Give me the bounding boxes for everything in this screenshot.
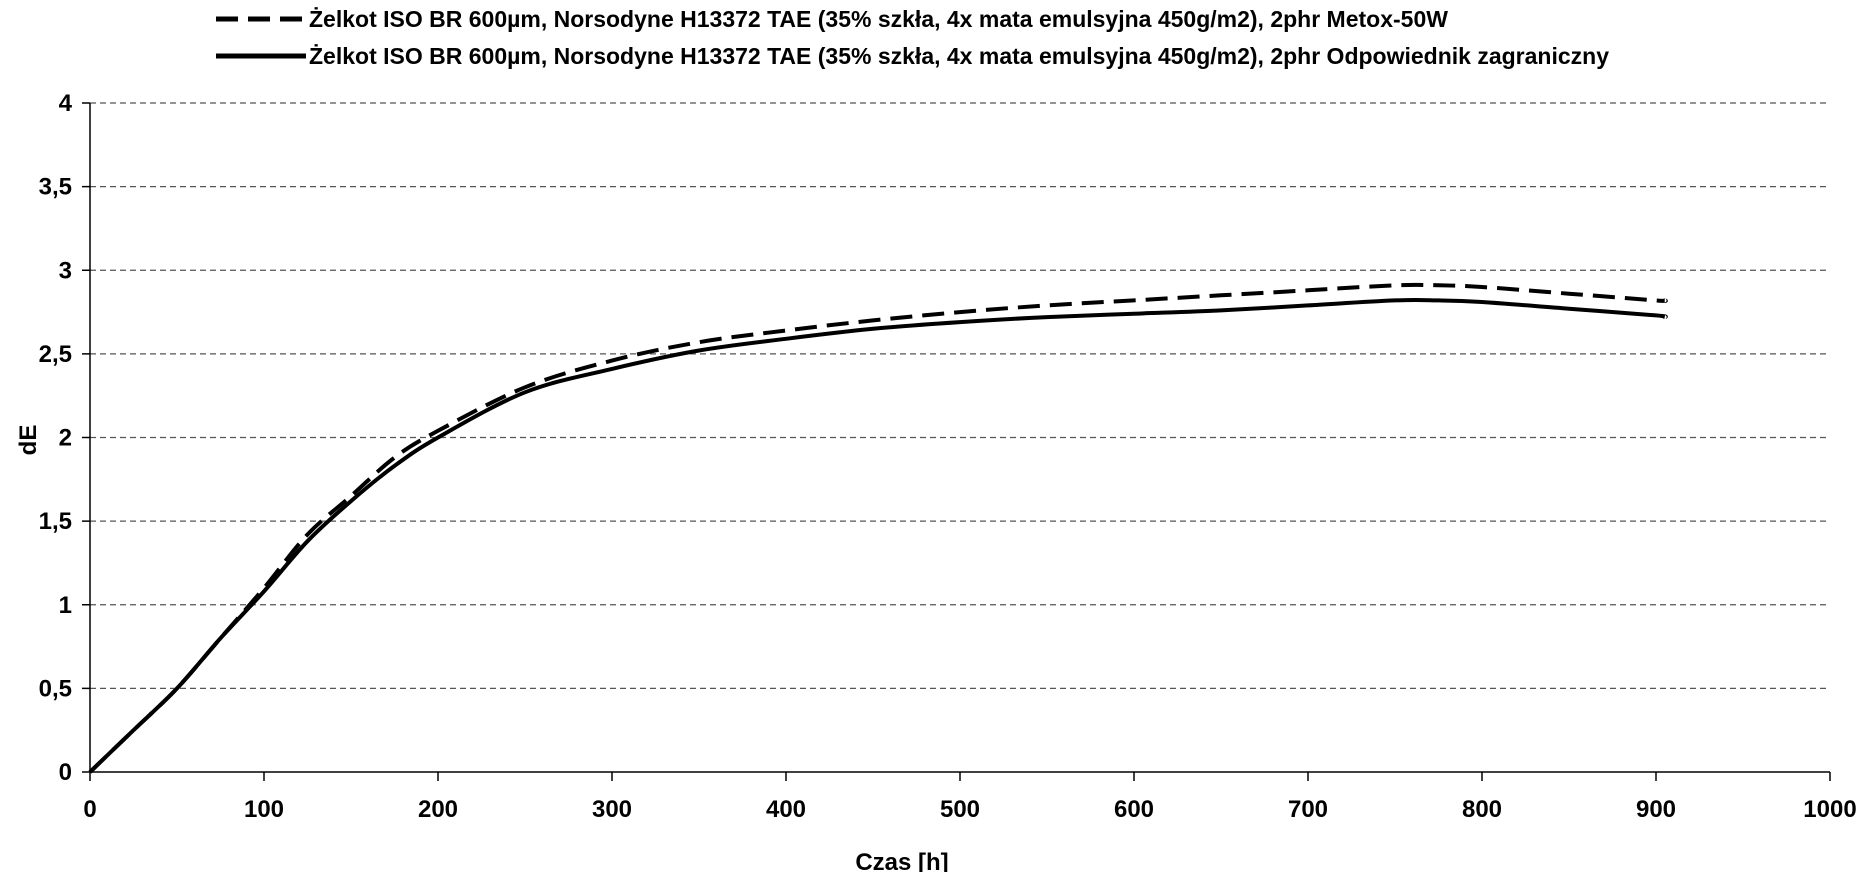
y-axis-title: dE — [15, 425, 42, 456]
x-tick-label: 0 — [83, 796, 96, 823]
y-tick-label: 1,5 — [39, 508, 72, 535]
y-tick-label: 1 — [59, 592, 72, 619]
y-tick-label: 2,5 — [39, 341, 72, 368]
series-layer — [90, 285, 1666, 772]
x-tick-label: 900 — [1636, 796, 1676, 823]
legend-label: Żelkot ISO BR 600µm, Norsodyne H13372 TA… — [309, 43, 1609, 69]
grid-lines — [90, 103, 1830, 688]
x-tick-label: 300 — [592, 796, 632, 823]
legend-item-2: Żelkot ISO BR 600µm, Norsodyne H13372 TA… — [216, 43, 1609, 69]
series-line-1 — [90, 285, 1666, 772]
x-tick-label: 800 — [1462, 796, 1502, 823]
x-tick-label: 200 — [418, 796, 458, 823]
y-tick-label: 0 — [59, 759, 72, 786]
y-tick-label: 4 — [59, 90, 73, 117]
y-tick-label: 3 — [59, 257, 72, 284]
x-tick-label: 600 — [1114, 796, 1154, 823]
y-tick-label: 2 — [59, 425, 72, 452]
x-axis-title: Czas [h] — [855, 849, 948, 872]
tick-labels: 0 0,5 1 1,5 2 2,5 3 3,5 4 0 100 200 300 400 500 600 700 8… — [39, 90, 1857, 823]
x-tick-label: 400 — [766, 796, 806, 823]
chart-legend: Żelkot ISO BR 600µm, Norsodyne H13372 TA… — [216, 6, 1609, 69]
y-tick-label: 3,5 — [39, 174, 72, 201]
axes — [82, 103, 1830, 781]
legend-label: Żelkot ISO BR 600µm, Norsodyne H13372 TA… — [309, 6, 1448, 32]
legend-item-1: Żelkot ISO BR 600µm, Norsodyne H13372 TA… — [216, 6, 1448, 32]
x-tick-label: 100 — [244, 796, 284, 823]
y-tick-label: 0,5 — [39, 675, 72, 702]
series-line-2 — [90, 300, 1666, 772]
x-tick-label: 500 — [940, 796, 980, 823]
x-tick-label: 1000 — [1803, 796, 1856, 823]
x-tick-label: 700 — [1288, 796, 1328, 823]
